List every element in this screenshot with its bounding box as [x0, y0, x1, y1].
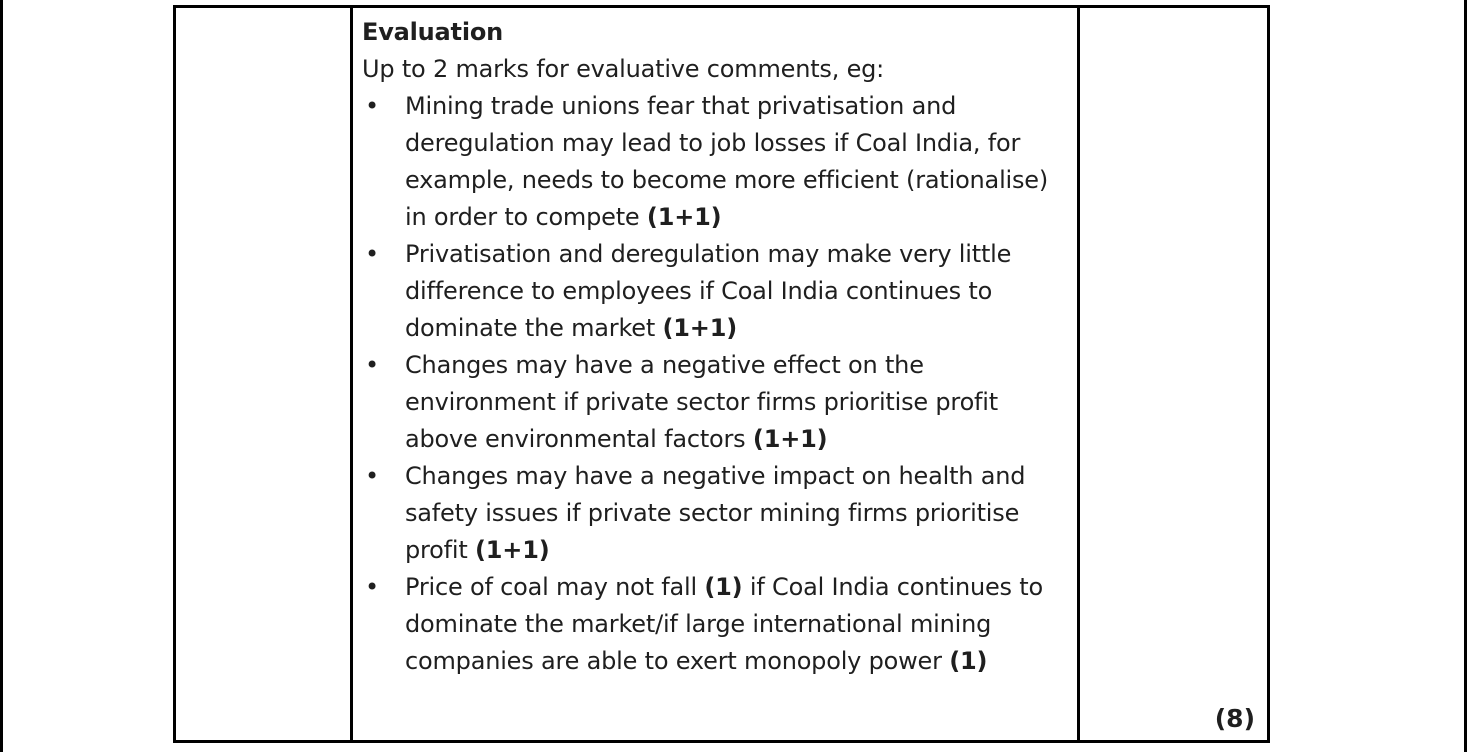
page-left-border: [0, 0, 3, 752]
mark-tally: (1): [704, 573, 743, 601]
bullet-item: Mining trade unions fear that privatisat…: [362, 88, 1067, 236]
question-number-cell: [176, 8, 353, 740]
mark-value: (8): [1214, 704, 1255, 733]
mark-cell: (8): [1077, 8, 1267, 740]
bullet-text: if Coal India continues to dominate the …: [405, 573, 1043, 675]
bullet-text: Changes may have a negative impact on he…: [405, 462, 1026, 564]
mark-tally: (1+1): [646, 203, 722, 231]
mark-tally: (1+1): [752, 425, 828, 453]
bullet-item: Changes may have a negative effect on th…: [362, 347, 1067, 458]
answer-intro: Up to 2 marks for evaluative comments, e…: [362, 55, 885, 83]
bullet-item: Privatisation and deregulation may make …: [362, 236, 1067, 347]
mark-tally: (1+1): [662, 314, 738, 342]
bullet-item: Changes may have a negative impact on he…: [362, 458, 1067, 569]
bullet-text: Mining trade unions fear that privatisat…: [405, 92, 1049, 231]
bullet-text: Price of coal may not fall: [405, 573, 705, 601]
bullet-item: Price of coal may not fall (1) if Coal I…: [362, 569, 1067, 680]
page-right-border: [1464, 0, 1467, 752]
mark-tally: (1): [949, 647, 988, 675]
mark-tally: (1+1): [475, 536, 550, 564]
mark-scheme-table: Evaluation Up to 2 marks for evaluative …: [173, 5, 1270, 743]
bullet-text: Changes may have a negative effect on th…: [405, 351, 998, 453]
answer-heading: Evaluation: [362, 18, 504, 46]
bullet-text: Privatisation and deregulation may make …: [405, 240, 1012, 342]
bullet-list: Mining trade unions fear that privatisat…: [362, 88, 1067, 680]
answer-cell: Evaluation Up to 2 marks for evaluative …: [353, 8, 1077, 740]
